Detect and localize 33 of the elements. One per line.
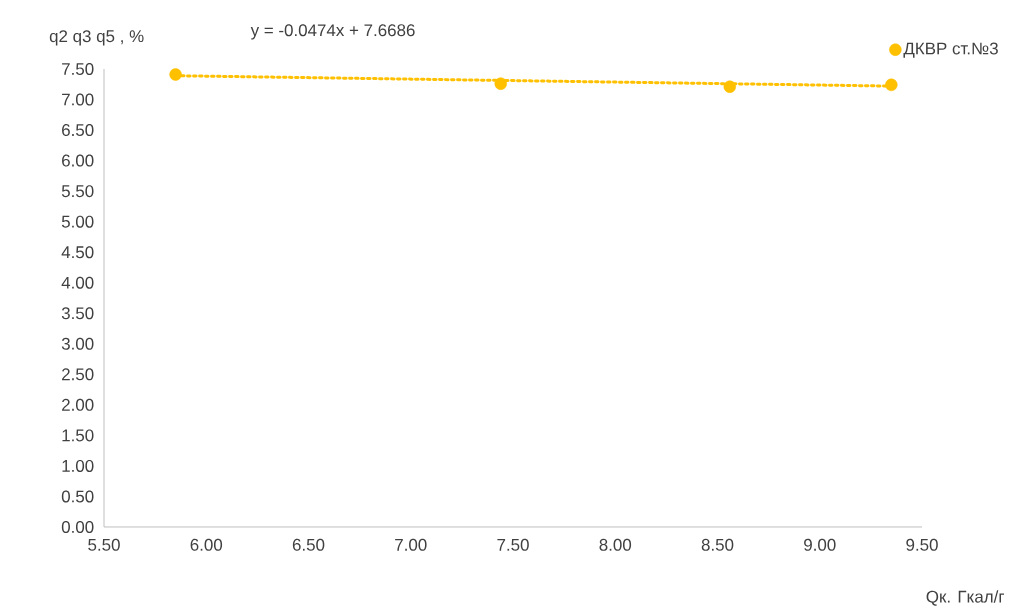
x-tick-label: 7.00	[395, 538, 427, 551]
y-tick-label: 1.50	[62, 429, 94, 442]
y-tick-label: 5.50	[61, 185, 94, 198]
point	[494, 77, 507, 90]
point	[723, 80, 736, 93]
y-tick-label: 6.00	[62, 154, 94, 167]
y-tick-label: 3.00	[61, 337, 94, 350]
y-tick-label: 2.00	[62, 398, 94, 411]
y-axis-title: q2 q3 q5 , %	[49, 30, 144, 46]
y-tick-label: 1.00	[62, 459, 94, 472]
point	[169, 68, 182, 81]
text: y = -0.0474x + 7.6686	[250, 24, 415, 40]
legend-label: ДКВР ст.№3	[903, 42, 998, 58]
x-tick-label: 9.50	[906, 538, 938, 551]
x-tick-label: 6.00	[190, 538, 223, 551]
y-tick-label: 6.50	[62, 124, 94, 137]
y-tick-label: 4.00	[61, 276, 94, 289]
x-axis-title: Qк. Гкал/г	[926, 590, 1005, 606]
x-tick-label: 8.00	[599, 538, 632, 551]
x-tick-label: 6.50	[292, 538, 325, 551]
x-tick-label: 5.50	[88, 538, 120, 551]
point	[885, 78, 898, 92]
y-tick-label: 0.00	[61, 520, 94, 533]
y-tick-label: 4.50	[61, 246, 94, 259]
x-tick-label: 7.50	[497, 538, 529, 551]
y-tick-label: 2.50	[62, 368, 94, 381]
x-tick-label: 8.50	[701, 538, 734, 551]
y-tick-label: 0.50	[61, 490, 94, 503]
x-tick-label: 9.00	[804, 538, 836, 551]
y-tick-label: 3.50	[61, 307, 94, 320]
y-tick-label: 7.50	[62, 62, 94, 75]
y-tick-label: 5.00	[61, 215, 94, 228]
y-tick-label: 7.00	[62, 93, 94, 106]
